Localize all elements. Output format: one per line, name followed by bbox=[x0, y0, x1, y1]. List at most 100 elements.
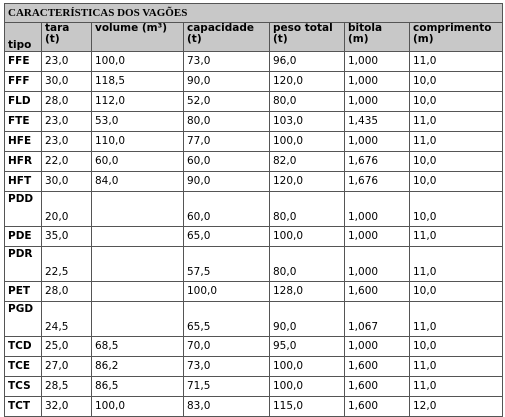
table-row: FFF 30,0 118,5 90,0 120,0 1,000 10,0 bbox=[4, 71, 504, 92]
table-row: PDD 20,0 60,0 80,0 1,000 10,0 bbox=[4, 191, 504, 227]
table-cell: 11,0 bbox=[408, 356, 504, 377]
table-cell: 1,600 bbox=[344, 396, 410, 417]
table-cell: 120,0 bbox=[269, 171, 345, 192]
table-cell bbox=[91, 246, 184, 282]
table-cell: 10,0 bbox=[408, 151, 504, 172]
table-cell: 11,0 bbox=[408, 111, 504, 132]
table-cell: 22,5 bbox=[41, 246, 92, 282]
table-body: FFE 23,0 100,0 73,0 96,0 1,000 11,0 FFF 30,0 118,… bbox=[4, 51, 504, 417]
table-cell: 82,0 bbox=[269, 151, 345, 172]
table-cell: 10,0 bbox=[408, 71, 504, 92]
table-cell: HFT bbox=[4, 171, 42, 192]
table-cell: 115,0 bbox=[269, 396, 345, 417]
table-cell: 60,0 bbox=[183, 151, 270, 172]
table-cell: 25,0 bbox=[41, 336, 92, 357]
table-cell: FTE bbox=[4, 111, 42, 132]
table-cell: 24,5 bbox=[41, 301, 92, 337]
table-row: HFR 22,0 60,0 60,0 82,0 1,676 10,0 bbox=[4, 151, 504, 172]
table-cell: 128,0 bbox=[269, 281, 345, 302]
table-row: HFT 30,0 84,0 90,0 120,0 1,676 10,0 bbox=[4, 171, 504, 192]
table-cell: 90,0 bbox=[183, 171, 270, 192]
table-row: HFE 23,0 110,0 77,0 100,0 1,000 11,0 bbox=[4, 131, 504, 152]
column-header: volume (m³) bbox=[91, 22, 184, 52]
table-cell: 1,000 bbox=[344, 226, 410, 247]
table-cell: 100,0 bbox=[269, 356, 345, 377]
table-cell: 1,000 bbox=[344, 246, 410, 282]
table-cell: 1,600 bbox=[344, 356, 410, 377]
table-cell: 1,676 bbox=[344, 171, 410, 192]
table-cell: 12,0 bbox=[408, 396, 504, 417]
table-cell: 10,0 bbox=[408, 336, 504, 357]
table-cell: 11,0 bbox=[408, 301, 504, 337]
table-title: CARACTERÍSTICAS DOS VAGÕES bbox=[3, 3, 504, 23]
table-cell: 11,0 bbox=[408, 226, 504, 247]
table-cell: 90,0 bbox=[183, 71, 270, 92]
table-cell: 28,5 bbox=[41, 376, 92, 397]
table-cell bbox=[91, 281, 184, 302]
table-cell: 53,0 bbox=[91, 111, 184, 132]
table-cell: 100,0 bbox=[91, 51, 184, 72]
table-cell: FFE bbox=[4, 51, 42, 72]
table-cell: 60,0 bbox=[91, 151, 184, 172]
table-cell: 100,0 bbox=[269, 226, 345, 247]
table-row: FTE 23,0 53,0 80,0 103,0 1,435 11,0 bbox=[4, 111, 504, 132]
table-cell: 11,0 bbox=[408, 51, 504, 72]
table-cell: 80,0 bbox=[269, 191, 345, 227]
column-header: capacidade (t) bbox=[183, 22, 270, 52]
table-row: FFE 23,0 100,0 73,0 96,0 1,000 11,0 bbox=[4, 51, 504, 72]
table-row: PDR 22,5 57,5 80,0 1,000 11,0 bbox=[4, 246, 504, 282]
table-cell: FFF bbox=[4, 71, 42, 92]
table-cell: 73,0 bbox=[183, 356, 270, 377]
table-cell: 30,0 bbox=[41, 71, 92, 92]
table-row: PET 28,0 100,0 128,0 1,600 10,0 bbox=[4, 281, 504, 302]
table-cell: 71,5 bbox=[183, 376, 270, 397]
table-cell bbox=[91, 226, 184, 247]
table-cell: 86,5 bbox=[91, 376, 184, 397]
table-cell: 27,0 bbox=[41, 356, 92, 377]
table-cell: 73,0 bbox=[183, 51, 270, 72]
table-cell: 80,0 bbox=[269, 91, 345, 112]
table-row: PGD 24,5 65,5 90,0 1,067 11,0 bbox=[4, 301, 504, 337]
table-cell: 1,000 bbox=[344, 191, 410, 227]
table-cell: HFE bbox=[4, 131, 42, 152]
table-cell: 52,0 bbox=[183, 91, 270, 112]
table-cell: 96,0 bbox=[269, 51, 345, 72]
table-cell: 1,600 bbox=[344, 376, 410, 397]
table-cell: 65,0 bbox=[183, 226, 270, 247]
column-header: bitola (m) bbox=[344, 22, 410, 52]
table-row: TCD 25,0 68,5 70,0 95,0 1,000 10,0 bbox=[4, 336, 504, 357]
table-cell: 110,0 bbox=[91, 131, 184, 152]
table-cell: 28,0 bbox=[41, 281, 92, 302]
table-cell: 28,0 bbox=[41, 91, 92, 112]
table-row: TCT 32,0 100,0 83,0 115,0 1,600 12,0 bbox=[4, 396, 504, 417]
table-cell: PET bbox=[4, 281, 42, 302]
table-cell: 22,0 bbox=[41, 151, 92, 172]
table-cell: 100,0 bbox=[269, 131, 345, 152]
table-cell: 84,0 bbox=[91, 171, 184, 192]
table-cell: 57,5 bbox=[183, 246, 270, 282]
table-cell: 68,5 bbox=[91, 336, 184, 357]
table-cell: TCD bbox=[4, 336, 42, 357]
table-cell: PGD bbox=[4, 301, 42, 337]
table-cell: 80,0 bbox=[183, 111, 270, 132]
table-cell: 23,0 bbox=[41, 111, 92, 132]
table-cell: 11,0 bbox=[408, 131, 504, 152]
table-cell: 35,0 bbox=[41, 226, 92, 247]
table-cell: 86,2 bbox=[91, 356, 184, 377]
table-cell: 118,5 bbox=[91, 71, 184, 92]
table-row: TCS 28,5 86,5 71,5 100,0 1,600 11,0 bbox=[4, 376, 504, 397]
table-cell: 103,0 bbox=[269, 111, 345, 132]
table-cell: TCS bbox=[4, 376, 42, 397]
table-cell: HFR bbox=[4, 151, 42, 172]
table-cell: 1,000 bbox=[344, 336, 410, 357]
column-header: comprimento (m) bbox=[408, 22, 504, 52]
table-cell: 20,0 bbox=[41, 191, 92, 227]
table-cell: PDR bbox=[4, 246, 42, 282]
table-cell: 1,000 bbox=[344, 51, 410, 72]
table-cell: 1,000 bbox=[344, 71, 410, 92]
table-row: TCE 27,0 86,2 73,0 100,0 1,600 11,0 bbox=[4, 356, 504, 377]
table-cell: 10,0 bbox=[408, 91, 504, 112]
column-header: tara (t) bbox=[41, 22, 92, 52]
table-cell: 70,0 bbox=[183, 336, 270, 357]
